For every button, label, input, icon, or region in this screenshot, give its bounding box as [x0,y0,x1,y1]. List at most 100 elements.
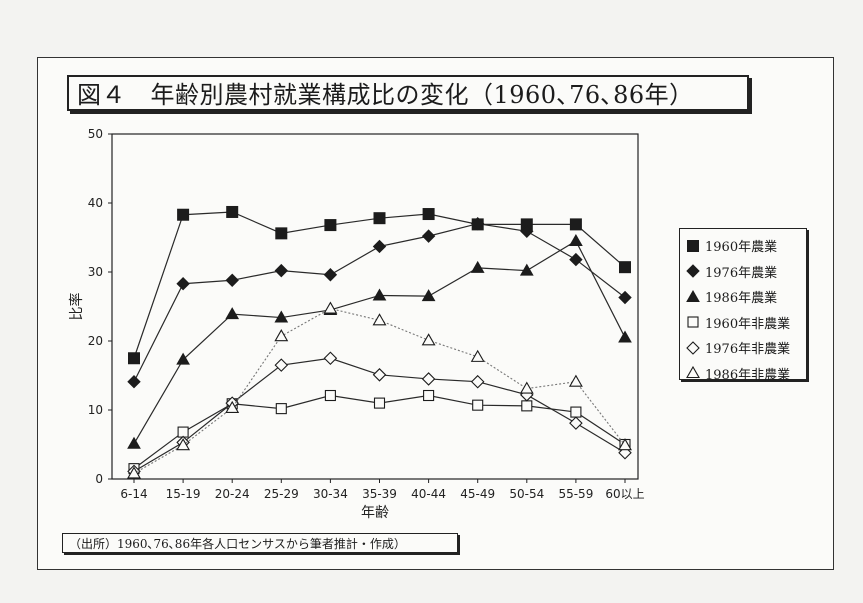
legend-label: 1976年農業 [705,265,778,281]
data-point-series-3 [470,260,485,273]
data-point-series-2 [569,252,583,267]
plot-area [111,133,639,480]
data-point-series-3 [421,289,436,302]
data-point-series-1 [128,352,140,365]
legend-marker [687,316,699,328]
data-point-series-3 [618,330,632,343]
legend-item: 1976年非農業 [686,335,806,361]
x-tick-label: 6-14 [120,487,147,501]
data-point-series-4 [423,389,435,402]
data-point-series-4 [275,403,287,415]
data-point-series-3 [274,310,289,323]
data-point-series-1 [177,208,190,221]
legend-marker-icon [686,264,700,278]
legend-item: 1976年農業 [686,259,806,285]
data-point-series-6 [568,374,583,387]
data-point-series-5 [470,374,485,389]
y-axis-label: 比率 [68,293,85,321]
legend-marker [687,239,699,252]
data-point-series-6 [225,400,240,413]
data-point-series-5 [372,368,387,382]
y-tick-label: 10 [88,403,103,417]
data-point-series-1 [324,219,337,232]
legend-marker [686,340,700,355]
data-point-series-1 [619,261,631,274]
data-point-series-2 [421,229,436,243]
x-tick-label: 45-49 [460,487,495,501]
y-tick-label: 0 [95,472,103,486]
data-point-series-2 [470,216,485,231]
legend-label: 1986年非農業 [705,367,791,383]
legend-item: 1986年非農業 [686,361,806,387]
data-point-series-6 [470,349,485,362]
legend-label: 1986年農業 [705,291,778,307]
data-point-series-4 [570,406,582,418]
data-point-series-1 [422,208,435,221]
data-point-series-1 [275,227,288,240]
data-point-series-2 [323,268,338,282]
legend-marker [686,264,700,278]
x-tick-label: 40-44 [411,487,446,501]
data-point-series-6 [421,333,436,346]
y-tick-label: 20 [88,334,103,348]
data-point-series-3 [519,263,534,276]
legend-marker [686,366,700,379]
x-axis-label: 年齢 [361,505,389,521]
data-point-series-2 [176,277,190,291]
source-note: （出所）1960､76､86年各人口センサスから筆者推計・作成） [62,533,458,553]
data-point-series-1 [226,205,239,218]
y-tick-label: 40 [88,196,103,210]
legend-item: 1960年農業 [686,233,806,259]
x-tick-label: 25-29 [264,487,299,501]
legend-label: 1960年農業 [705,240,778,256]
data-point-series-4 [521,400,533,412]
x-tick-label: 50-54 [509,487,544,501]
data-point-series-1 [569,218,582,231]
data-point-series-6 [519,381,534,394]
data-point-series-2 [618,290,632,305]
data-point-series-2 [372,239,387,254]
legend-marker-icon [687,239,699,252]
data-point-series-3 [569,233,583,246]
data-point-series-4 [373,397,386,409]
data-point-series-2 [274,263,289,278]
data-point-series-4 [472,399,484,411]
data-point-series-2 [225,273,239,287]
data-point-series-5 [421,372,436,386]
data-point-series-5 [569,416,583,430]
data-point-series-3 [225,307,240,320]
legend: 1960年農業 1976年農業 1986年農業 1960年非農業 1976年非農業 198… [679,228,807,383]
x-tick-label: 60以上 [605,487,644,501]
data-point-series-3 [176,352,190,365]
data-point-series-3 [372,288,387,301]
y-tick-label: 50 [88,127,103,141]
legend-marker [686,289,700,302]
data-point-series-3 [127,436,141,449]
series-line-6 [133,307,626,474]
x-tick-label: 55-59 [558,487,593,501]
data-point-series-2 [520,224,534,238]
data-point-series-6 [323,301,338,314]
legend-item: 1986年農業 [686,284,806,310]
legend-label: 1976年非農業 [705,342,791,358]
data-point-series-5 [274,358,289,372]
legend-marker-icon [686,366,700,379]
data-point-series-4 [324,389,336,402]
x-tick-label: 15-19 [166,487,201,501]
data-point-series-6 [618,438,632,451]
data-point-series-2 [127,375,141,389]
x-tick-label: 35-39 [362,487,397,501]
data-point-series-6 [372,313,387,326]
data-point-series-6 [176,438,191,451]
legend-marker-icon [687,316,699,328]
data-point-series-6 [274,329,289,342]
legend-label: 1960年非農業 [705,316,791,332]
x-tick-label: 20-24 [215,487,250,501]
legend-marker-icon [686,289,700,302]
chart-title: 図４ 年齢別農村就業構成比の変化（1960､76､86年） [67,75,749,111]
legend-item: 1960年非農業 [686,310,806,336]
y-tick-label: 30 [88,265,103,279]
series-line-3 [133,240,626,445]
data-point-series-5 [323,351,338,366]
